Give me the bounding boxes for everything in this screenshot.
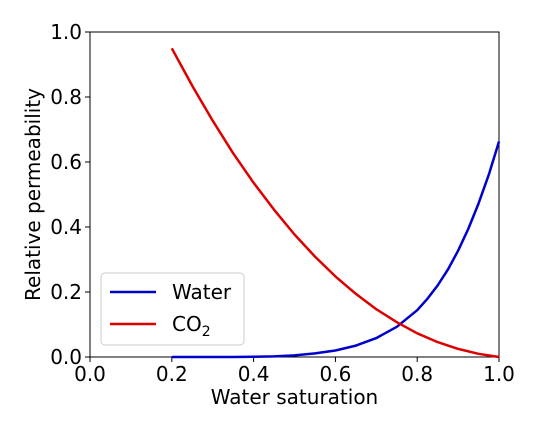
series-line-water: [171, 141, 501, 359]
x-axis-ticks: 0.0 0.2 0.4 0.6 0.8 1.0: [74, 357, 515, 386]
y-tick-label: 0.6: [50, 150, 82, 174]
y-tick-label: 0.2: [50, 280, 82, 304]
series-line-co2: [170, 47, 500, 359]
y-axis-ticks: 0.0 0.2 0.4 0.6 0.8 1.0: [50, 20, 90, 369]
plot-frame: [89, 31, 500, 358]
legend-label-water: Water: [172, 280, 232, 304]
legend-label-co2: CO2: [172, 312, 211, 340]
x-axis-label: Water saturation: [211, 385, 378, 409]
y-tick-label: 0.0: [50, 345, 82, 369]
x-tick-label: 0.8: [401, 362, 433, 386]
x-tick-label: 1.0: [483, 362, 515, 386]
x-tick-label: 0.6: [319, 362, 351, 386]
legend: Water CO2: [100, 272, 245, 346]
y-tick-label: 0.8: [50, 85, 82, 109]
series-layer: [170, 47, 501, 359]
y-tick-label: 0.4: [50, 215, 82, 239]
y-axis-label: Relative permeability: [21, 88, 45, 301]
x-tick-label: 0.2: [156, 362, 188, 386]
x-tick-label: 0.0: [74, 362, 106, 386]
x-tick-label: 0.4: [238, 362, 270, 386]
y-tick-label: 1.0: [50, 20, 82, 44]
